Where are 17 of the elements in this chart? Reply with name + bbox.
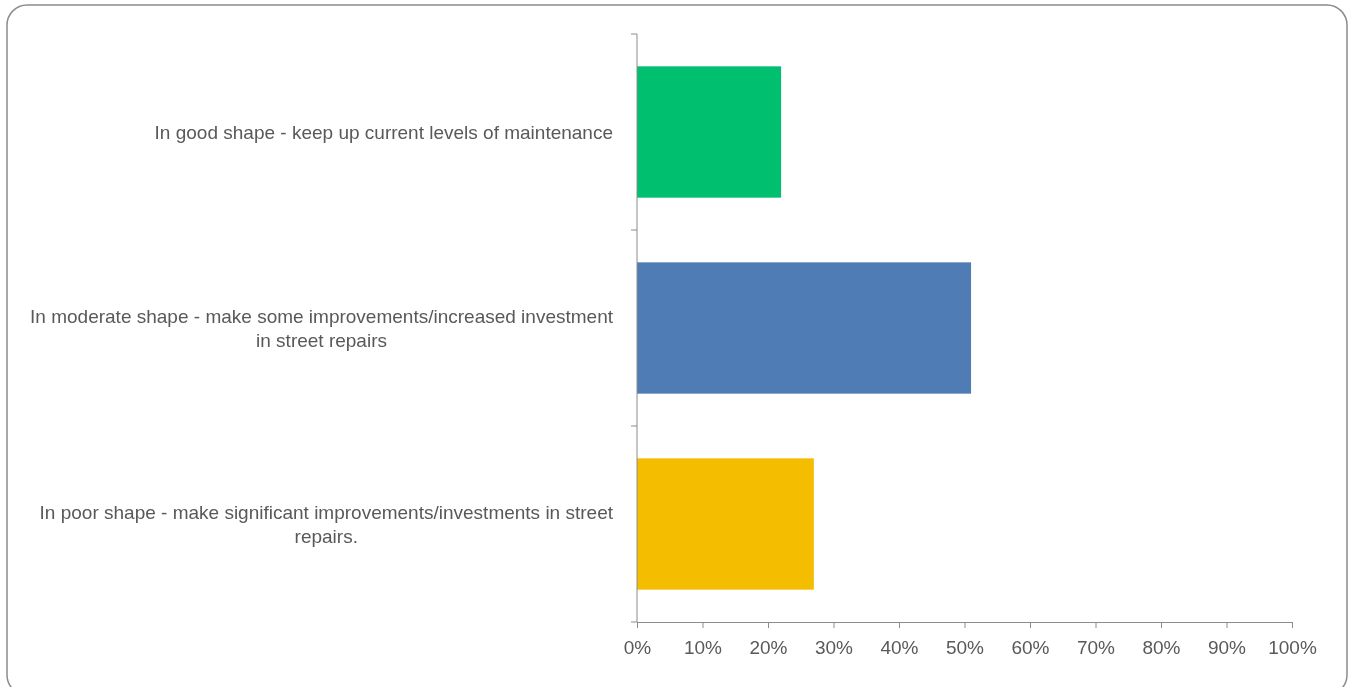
x-tick-label: 20% — [749, 636, 788, 658]
bar — [637, 458, 814, 590]
bar — [637, 262, 972, 394]
x-tick-label: 80% — [1142, 636, 1181, 658]
x-tick-label: 100% — [1268, 636, 1317, 658]
y-tick-label: In moderate shape - make some improvements/increased investment in street repairs — [30, 305, 614, 351]
x-tick-label: 40% — [880, 636, 919, 658]
y-tick-label: In good shape - keep up current levels of maintenance — [154, 121, 613, 143]
y-tick-label: In poor shape - make significant improvements/investments in street repairs. — [39, 501, 614, 547]
x-tick-label: 50% — [945, 636, 985, 658]
x-tick-label: 70% — [1076, 636, 1116, 658]
x-tick-label: 0% — [623, 636, 652, 658]
x-tick-label: 90% — [1207, 636, 1247, 658]
x-tick-label: 60% — [1011, 636, 1050, 658]
bar — [637, 66, 782, 198]
x-tick-label: 10% — [683, 636, 723, 658]
x-tick-label: 30% — [814, 636, 854, 658]
